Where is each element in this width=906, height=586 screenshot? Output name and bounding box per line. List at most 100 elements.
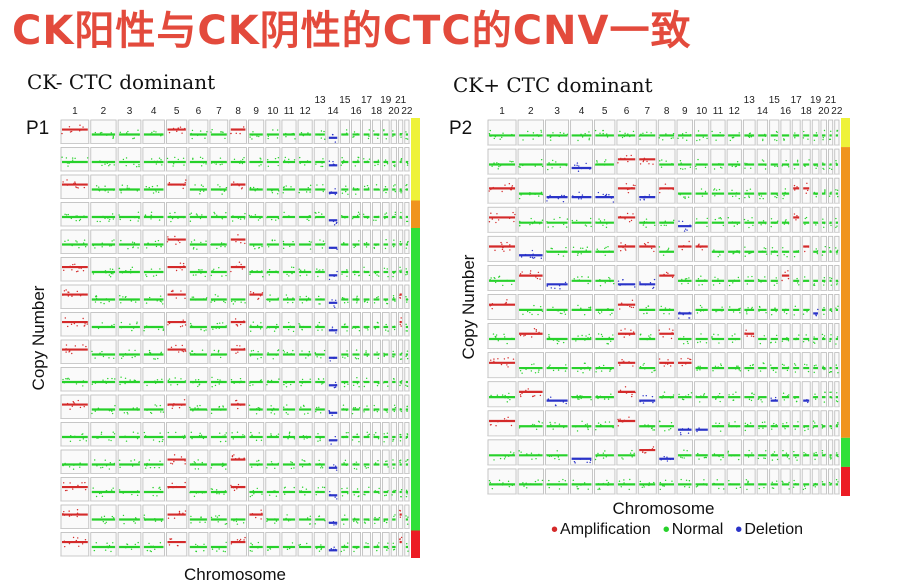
cnv-point xyxy=(713,249,715,251)
cnv-point xyxy=(76,241,78,243)
cnv-point xyxy=(65,348,67,350)
cnv-point xyxy=(240,301,242,303)
cnv-point xyxy=(647,241,649,244)
cnv-point xyxy=(495,335,497,338)
cnv-point xyxy=(643,199,645,201)
cnv-point xyxy=(824,191,826,193)
cnv-point xyxy=(623,336,625,338)
cnv-point xyxy=(577,279,579,282)
cnv-point xyxy=(738,250,740,252)
cnv-point xyxy=(195,213,198,215)
cnv-point xyxy=(561,312,563,315)
cnv-point xyxy=(667,247,670,250)
chromosome-label: 4 xyxy=(151,106,157,117)
cnv-cell xyxy=(811,264,820,291)
cnv-point xyxy=(171,184,173,186)
cnv-point xyxy=(79,124,81,126)
cnv-cell xyxy=(487,119,517,146)
cnv-point xyxy=(770,342,772,344)
cnv-point xyxy=(262,276,264,278)
cnv-point xyxy=(276,137,279,139)
cnv-point xyxy=(170,346,173,349)
cnv-point xyxy=(706,484,708,486)
cnv-point xyxy=(377,382,379,385)
cnv-point xyxy=(580,253,582,255)
cnv-point xyxy=(217,351,220,353)
cnv-point xyxy=(696,485,699,487)
cnv-point xyxy=(604,254,606,256)
cnv-point xyxy=(249,384,251,387)
cnv-point xyxy=(715,422,717,424)
cnv-point xyxy=(347,193,349,195)
cnv-point xyxy=(803,485,806,487)
cnv-point xyxy=(731,195,734,198)
cnv-point xyxy=(341,192,344,194)
chromosome-label: 10 xyxy=(267,106,279,117)
cnv-point xyxy=(816,250,819,252)
cnv-point xyxy=(781,165,783,167)
cnv-point xyxy=(753,454,755,456)
cnv-point xyxy=(224,301,226,304)
cnv-point xyxy=(120,376,122,378)
cnv-point xyxy=(836,392,838,394)
cnv-point xyxy=(270,218,273,221)
cnv-point xyxy=(638,135,641,137)
cnv-point xyxy=(577,170,580,172)
cnv-point xyxy=(179,241,181,244)
cnv-point xyxy=(589,461,591,464)
cnv-point xyxy=(510,424,513,427)
cnv-point xyxy=(806,399,808,401)
cnv-point xyxy=(562,478,564,481)
cnv-point xyxy=(331,247,334,249)
cnv-point xyxy=(752,224,754,227)
cnv-point xyxy=(65,344,68,346)
cnv-point xyxy=(688,311,691,314)
cnv-point xyxy=(594,129,597,132)
cnv-point xyxy=(648,484,650,487)
cnv-point xyxy=(84,404,86,406)
cnv-point xyxy=(240,323,242,326)
cnv-point xyxy=(175,297,178,299)
cnv-point xyxy=(193,239,196,241)
cnv-point xyxy=(806,311,808,313)
cnv-point xyxy=(184,380,187,382)
cnv-point xyxy=(201,188,204,191)
cnv-cell xyxy=(828,177,834,204)
cnv-point xyxy=(686,277,688,280)
cnv-point xyxy=(133,242,136,244)
cnv-point xyxy=(167,238,169,240)
cnv-point xyxy=(771,481,773,483)
cnv-point xyxy=(215,163,217,165)
cnv-point xyxy=(357,358,360,360)
cnv-point xyxy=(830,191,832,193)
cnv-point xyxy=(152,192,155,194)
cnv-point xyxy=(511,185,514,187)
cnv-point xyxy=(357,156,359,158)
cnv-point xyxy=(509,249,511,251)
cnv-point xyxy=(405,131,407,133)
cnv-point xyxy=(225,325,227,327)
cnv-point xyxy=(696,218,698,220)
cnv-point xyxy=(714,365,717,367)
cnv-point xyxy=(194,352,196,355)
cnv-point xyxy=(599,395,602,398)
cnv-point xyxy=(85,345,87,348)
cnv-point xyxy=(392,295,395,297)
cnv-point xyxy=(231,128,234,131)
cnv-point xyxy=(353,246,355,249)
cnv-point xyxy=(546,220,548,223)
cnv-point xyxy=(282,349,285,352)
cnv-point xyxy=(385,212,388,214)
cnv-point xyxy=(118,267,121,270)
cnv-point xyxy=(590,399,592,401)
cnv-point xyxy=(627,133,629,135)
cnv-point xyxy=(632,184,635,186)
cnv-point xyxy=(333,275,335,278)
cnv-point xyxy=(720,363,722,365)
cnv-point xyxy=(535,276,537,278)
cnv-point xyxy=(70,323,73,326)
cnv-point xyxy=(823,277,826,279)
chromosome-label: 18 xyxy=(371,106,383,117)
cnv-point xyxy=(204,275,206,278)
cnv-cell xyxy=(801,148,811,175)
